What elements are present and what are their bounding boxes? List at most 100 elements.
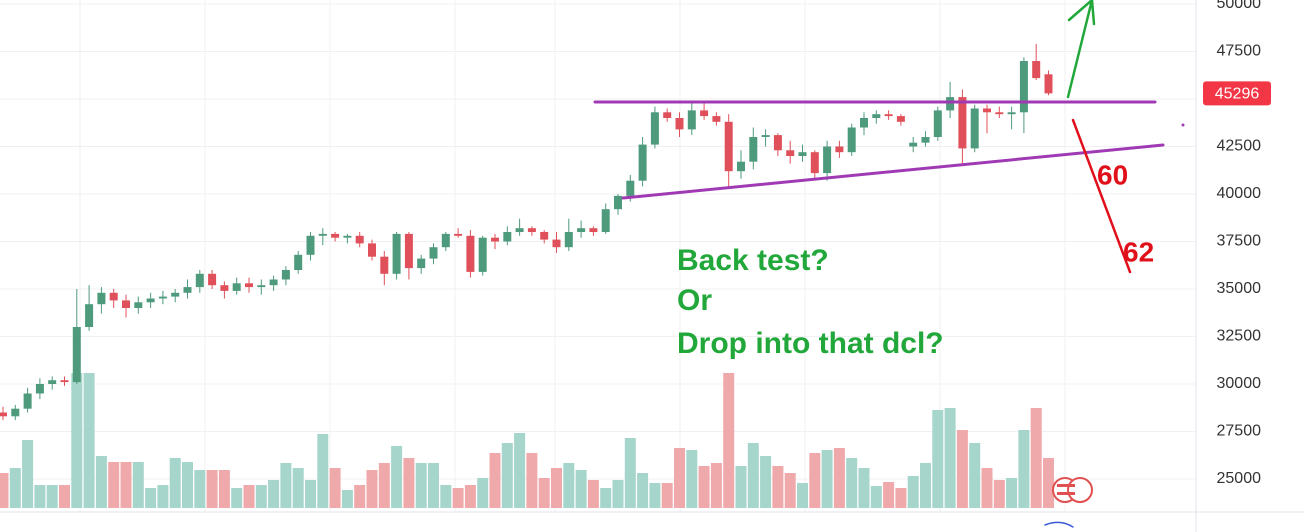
candle-body xyxy=(663,112,672,118)
candle-body xyxy=(60,380,69,383)
candle-body xyxy=(245,283,253,288)
candle-body xyxy=(946,97,955,111)
volume-bar xyxy=(46,485,58,508)
candle-body xyxy=(773,135,782,151)
candle-body xyxy=(208,273,217,286)
volume-bar xyxy=(883,482,895,508)
candle-body xyxy=(404,233,413,269)
volume-bar xyxy=(9,468,21,508)
candle-body xyxy=(23,393,32,409)
volume-bar xyxy=(833,448,845,508)
y-tick-label: 42500 xyxy=(1217,138,1262,155)
candle-body xyxy=(638,144,647,181)
candle-body xyxy=(872,114,881,118)
candle-body xyxy=(257,285,266,288)
candle-body xyxy=(884,114,893,117)
volume-bar xyxy=(243,485,255,508)
volume-bar xyxy=(132,462,144,508)
candle-body xyxy=(675,117,684,130)
y-tick-label: 40000 xyxy=(1217,185,1262,202)
volume-bar xyxy=(612,480,624,508)
y-tick-label: 35000 xyxy=(1217,280,1262,297)
candle-body xyxy=(614,195,622,210)
candle-body xyxy=(134,302,143,308)
down-line xyxy=(1071,118,1132,274)
candle-body xyxy=(798,152,807,156)
volume-bar xyxy=(809,453,821,508)
volume-bar xyxy=(71,373,83,508)
candle-body xyxy=(331,233,340,238)
volume-bar xyxy=(698,466,710,508)
volume-bar xyxy=(341,490,353,508)
candle-body xyxy=(835,146,844,153)
volume-bar xyxy=(514,433,526,508)
candle-body xyxy=(454,233,463,236)
volume-bar xyxy=(366,470,378,508)
volume-bar xyxy=(194,470,206,508)
volume-bar xyxy=(292,468,304,508)
volume-bar xyxy=(477,478,489,508)
candle-body xyxy=(109,292,118,301)
flag-icons xyxy=(1052,477,1093,503)
candle-body xyxy=(380,256,389,274)
volume-bar xyxy=(452,488,464,508)
candle-body xyxy=(552,239,561,248)
candle-body xyxy=(687,110,696,130)
candle-body xyxy=(122,300,130,308)
annotation: Or xyxy=(677,284,712,317)
volume-bar xyxy=(145,488,157,508)
trend-line xyxy=(621,143,1165,200)
candle-body xyxy=(306,235,315,255)
volume-bar xyxy=(956,430,968,508)
volume-bar xyxy=(501,443,513,508)
volume-bar xyxy=(59,485,70,508)
volume-bar xyxy=(440,485,452,508)
volume-bar xyxy=(797,483,808,508)
candle-body xyxy=(294,254,303,270)
volume-bar xyxy=(563,463,575,508)
volume-bar xyxy=(735,466,747,508)
candle-body xyxy=(11,408,20,417)
volume-bar xyxy=(255,485,267,508)
volume-bar xyxy=(0,473,9,508)
volume-bar xyxy=(772,466,784,508)
candle-body xyxy=(724,121,733,172)
annotation: Back test? xyxy=(677,244,829,277)
candle-body xyxy=(429,247,438,259)
volume-bar xyxy=(1018,430,1030,508)
volume-bar xyxy=(723,373,735,508)
y-tick-label: 50000 xyxy=(1217,0,1262,12)
candles xyxy=(0,43,1053,421)
volume-bar xyxy=(637,473,649,508)
candle-body xyxy=(847,127,856,153)
volume-pane xyxy=(0,373,1054,508)
volume-bar xyxy=(218,470,230,508)
volume-bar xyxy=(920,463,931,508)
icon-stripe xyxy=(1057,492,1075,495)
volume-bar xyxy=(661,483,673,508)
volume-bar xyxy=(846,458,858,508)
volume-bar xyxy=(747,443,759,508)
volume-bar xyxy=(157,485,169,508)
line-label: 62 xyxy=(1123,236,1154,267)
volume-bar xyxy=(22,440,34,508)
candle-body xyxy=(0,412,7,417)
volume-bar xyxy=(108,462,120,508)
volume-bar xyxy=(1006,478,1018,508)
volume-bar xyxy=(428,463,439,508)
candle-body xyxy=(392,233,401,274)
volume-bar xyxy=(538,478,550,508)
candle-body xyxy=(368,243,376,257)
candle-body xyxy=(1019,60,1028,113)
grid xyxy=(0,3,1196,480)
volume-bar xyxy=(95,456,107,508)
drawings xyxy=(593,0,1185,528)
candle-body xyxy=(220,285,229,291)
volume-bar xyxy=(206,470,218,508)
last-price-box xyxy=(1203,81,1271,106)
volume-bar xyxy=(895,488,907,508)
volume-bar xyxy=(1030,408,1042,508)
volume-bar xyxy=(415,463,427,508)
volume-bar xyxy=(378,463,390,508)
